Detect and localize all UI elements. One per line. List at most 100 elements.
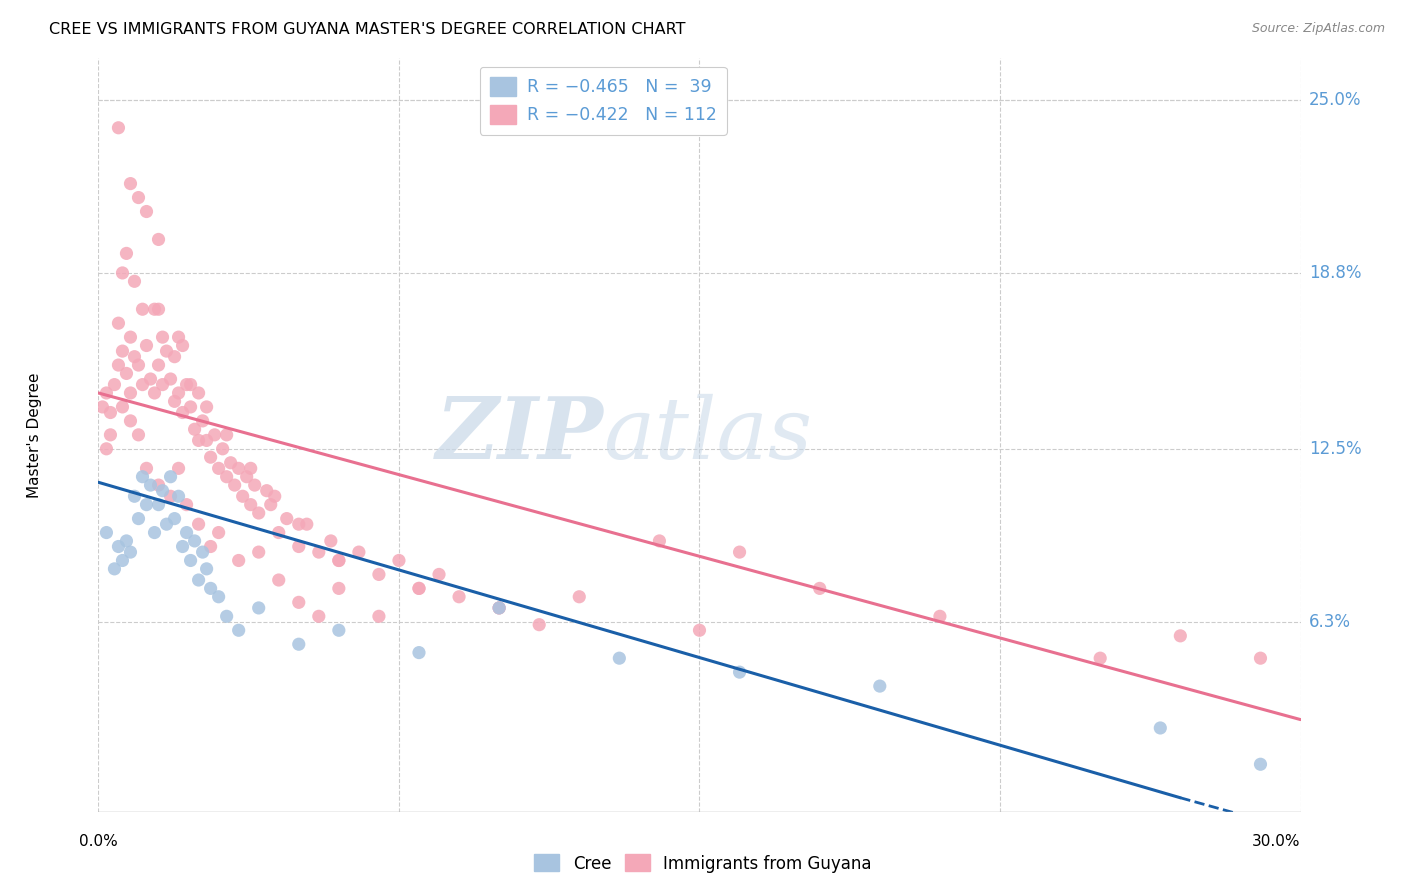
- Point: [115, 367, 138, 381]
- Point: [120, 545, 142, 559]
- Point: [529, 617, 551, 632]
- Point: [728, 665, 751, 680]
- Point: [447, 590, 470, 604]
- Point: [224, 478, 246, 492]
- Point: [172, 338, 194, 352]
- Point: [131, 302, 153, 317]
- Point: [232, 489, 254, 503]
- Point: [208, 525, 231, 540]
- Point: [308, 609, 330, 624]
- Point: [120, 330, 142, 344]
- Point: [111, 344, 134, 359]
- Point: [111, 400, 134, 414]
- Point: [143, 386, 166, 401]
- Point: [148, 358, 170, 372]
- Point: [135, 204, 157, 219]
- Point: [239, 498, 262, 512]
- Text: atlas: atlas: [603, 393, 813, 476]
- Point: [131, 377, 153, 392]
- Point: [195, 400, 218, 414]
- Text: 25.0%: 25.0%: [1309, 91, 1361, 109]
- Point: [111, 266, 134, 280]
- Point: [100, 405, 122, 419]
- Point: [180, 553, 202, 567]
- Point: [107, 358, 129, 372]
- Point: [180, 400, 202, 414]
- Point: [208, 461, 231, 475]
- Point: [929, 609, 952, 624]
- Point: [143, 525, 166, 540]
- Point: [219, 456, 242, 470]
- Point: [204, 428, 226, 442]
- Point: [128, 190, 150, 204]
- Point: [319, 533, 342, 548]
- Point: [159, 489, 181, 503]
- Point: [187, 517, 209, 532]
- Point: [488, 601, 510, 615]
- Point: [111, 553, 134, 567]
- Point: [1088, 651, 1111, 665]
- Point: [1250, 757, 1272, 772]
- Point: [148, 232, 170, 246]
- Point: [128, 428, 150, 442]
- Point: [808, 582, 831, 596]
- Point: [728, 545, 751, 559]
- Point: [91, 400, 114, 414]
- Point: [187, 573, 209, 587]
- Point: [107, 120, 129, 135]
- Point: [288, 540, 311, 554]
- Point: [128, 358, 150, 372]
- Text: CREE VS IMMIGRANTS FROM GUYANA MASTER'S DEGREE CORRELATION CHART: CREE VS IMMIGRANTS FROM GUYANA MASTER'S …: [49, 22, 686, 37]
- Point: [328, 553, 350, 567]
- Point: [263, 489, 285, 503]
- Point: [488, 601, 510, 615]
- Text: Source: ZipAtlas.com: Source: ZipAtlas.com: [1251, 22, 1385, 36]
- Point: [148, 498, 170, 512]
- Point: [276, 511, 298, 525]
- Point: [260, 498, 283, 512]
- Point: [215, 428, 238, 442]
- Point: [139, 372, 162, 386]
- Point: [328, 553, 350, 567]
- Point: [159, 372, 181, 386]
- Text: 30.0%: 30.0%: [1253, 834, 1301, 849]
- Point: [869, 679, 891, 693]
- Point: [135, 498, 157, 512]
- Text: 12.5%: 12.5%: [1309, 440, 1361, 458]
- Point: [163, 394, 186, 409]
- Point: [328, 624, 350, 638]
- Point: [200, 450, 222, 465]
- Point: [228, 624, 250, 638]
- Point: [247, 545, 270, 559]
- Point: [120, 177, 142, 191]
- Point: [96, 442, 118, 456]
- Legend: R = −0.465   N =  39, R = −0.422   N = 112: R = −0.465 N = 39, R = −0.422 N = 112: [479, 67, 727, 135]
- Point: [163, 511, 186, 525]
- Point: [143, 302, 166, 317]
- Point: [131, 469, 153, 483]
- Point: [167, 386, 190, 401]
- Point: [408, 646, 430, 660]
- Point: [152, 377, 174, 392]
- Text: ZIP: ZIP: [436, 393, 603, 476]
- Point: [135, 338, 157, 352]
- Point: [167, 489, 190, 503]
- Point: [115, 246, 138, 260]
- Point: [195, 434, 218, 448]
- Point: [187, 434, 209, 448]
- Point: [191, 545, 214, 559]
- Point: [215, 609, 238, 624]
- Point: [235, 469, 257, 483]
- Point: [1170, 629, 1192, 643]
- Point: [163, 350, 186, 364]
- Point: [115, 533, 138, 548]
- Point: [288, 637, 311, 651]
- Point: [1250, 651, 1272, 665]
- Text: 0.0%: 0.0%: [79, 834, 118, 849]
- Point: [172, 405, 194, 419]
- Point: [328, 582, 350, 596]
- Point: [215, 469, 238, 483]
- Point: [172, 540, 194, 554]
- Point: [152, 483, 174, 498]
- Point: [368, 609, 391, 624]
